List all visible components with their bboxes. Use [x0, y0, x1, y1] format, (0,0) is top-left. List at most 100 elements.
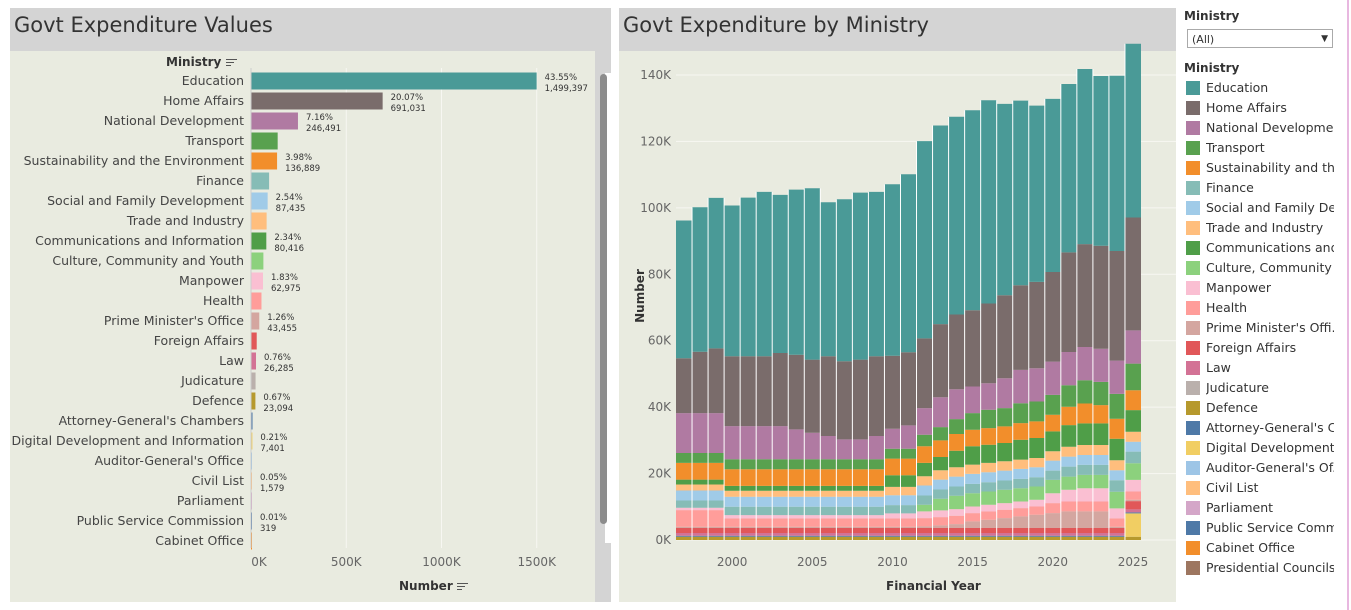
- legend-swatch: [1186, 381, 1200, 395]
- legend-item[interactable]: Attorney-General's C..: [1186, 418, 1346, 438]
- legend-item[interactable]: Cabinet Office: [1186, 538, 1346, 558]
- bar-data-label-pct: 0.67%: [263, 393, 290, 403]
- area-x-tick: 2000: [717, 555, 748, 569]
- legend-item[interactable]: Auditor-General's Of..: [1186, 458, 1346, 478]
- legend-item[interactable]: Culture, Community ..: [1186, 258, 1346, 278]
- legend-item[interactable]: Foreign Affairs: [1186, 338, 1346, 358]
- legend-label: Home Affairs: [1206, 100, 1287, 115]
- legend-swatch: [1186, 481, 1200, 495]
- legend-swatch: [1186, 521, 1200, 535]
- ministry-header[interactable]: Ministry: [166, 55, 237, 69]
- scrollbar-track[interactable]: [605, 73, 611, 543]
- area-y-axis-title: Number: [633, 269, 647, 323]
- legend-item[interactable]: Prime Minister's Offi..: [1186, 318, 1346, 338]
- legend-item[interactable]: Social and Family De..: [1186, 198, 1346, 218]
- legend-item[interactable]: Finance: [1186, 178, 1346, 198]
- bar-data-label-value: 1,579: [260, 484, 284, 494]
- legend-swatch: [1186, 401, 1200, 415]
- bar-category-label: Communications and Information: [35, 233, 244, 248]
- legend-item[interactable]: Defence: [1186, 398, 1346, 418]
- legend-item[interactable]: Transport: [1186, 138, 1346, 158]
- bar-data-label-value: 1,499,397: [545, 84, 588, 94]
- area-y-tick: 120K: [640, 134, 672, 148]
- legend-item[interactable]: Home Affairs: [1186, 98, 1346, 118]
- legend-swatch: [1186, 361, 1200, 375]
- legend-item[interactable]: Communications and..: [1186, 238, 1346, 258]
- bar-data-label-value: 62,975: [271, 284, 301, 294]
- ministry-filter-dropdown[interactable]: (All) ▼: [1187, 29, 1333, 48]
- bar: [251, 232, 267, 250]
- bar-data-label-value: 80,416: [274, 244, 304, 254]
- bar-x-axis-title[interactable]: Number: [399, 579, 468, 593]
- bar-data-label-pct: 2.54%: [276, 193, 303, 203]
- legend-swatch: [1186, 541, 1200, 555]
- legend-item[interactable]: Manpower: [1186, 278, 1346, 298]
- area-series: [676, 479, 1141, 519]
- legend-item[interactable]: Sustainability and th..: [1186, 158, 1346, 178]
- legend-item[interactable]: Digital Development ..: [1186, 438, 1346, 458]
- legend-label: Transport: [1206, 140, 1265, 155]
- bar-x-tick: 0K: [251, 555, 268, 569]
- legend-label: Communications and..: [1206, 240, 1334, 255]
- bar-category-label: Manpower: [179, 273, 245, 288]
- area-y-tick: 40K: [648, 400, 672, 414]
- bar: [251, 372, 256, 390]
- bar-category-label: Prime Minister's Office: [104, 313, 244, 328]
- bar-category-label: Civil List: [192, 473, 244, 488]
- bar-data-label-pct: 1.26%: [267, 313, 294, 323]
- bar-data-label-value: 43,455: [267, 324, 297, 334]
- sort-descending-icon[interactable]: [225, 58, 237, 68]
- legend-item[interactable]: Parliament: [1186, 498, 1346, 518]
- legend-label: Health: [1206, 300, 1248, 315]
- area-x-tick: 2005: [797, 555, 828, 569]
- legend-item[interactable]: National Developme..: [1186, 118, 1346, 138]
- chevron-down-icon[interactable]: ▼: [1321, 34, 1328, 44]
- legend-swatch: [1186, 121, 1200, 135]
- legend-swatch: [1186, 281, 1200, 295]
- bar: [251, 392, 256, 410]
- area-y-tick: 140K: [640, 68, 672, 82]
- legend-item[interactable]: Education: [1186, 78, 1346, 98]
- scrollbar-thumb[interactable]: [600, 74, 607, 524]
- legend-label: Social and Family De..: [1206, 200, 1334, 215]
- bar-category-label: Education: [182, 73, 244, 88]
- area-chart-title: Govt Expenditure by Ministry: [623, 13, 929, 37]
- bar-category-label: Transport: [184, 133, 244, 148]
- legend-swatch: [1186, 561, 1200, 575]
- legend-swatch: [1186, 181, 1200, 195]
- legend-swatch: [1186, 241, 1200, 255]
- legend-label: Culture, Community ..: [1206, 260, 1334, 275]
- bar-category-label: Parliament: [177, 493, 244, 508]
- bar-data-label-value: 691,031: [391, 104, 426, 114]
- legend-item[interactable]: Presidential Councils: [1186, 558, 1346, 578]
- legend-item[interactable]: Trade and Industry: [1186, 218, 1346, 238]
- sort-axis-icon[interactable]: [456, 582, 468, 592]
- bar-data-label-pct: 7.16%: [306, 113, 333, 123]
- legend-label: Defence: [1206, 400, 1258, 415]
- bar: [251, 92, 383, 110]
- bar-data-label-pct: 0.01%: [260, 513, 287, 523]
- bar: [251, 312, 260, 330]
- area-x-tick: 2025: [1118, 555, 1149, 569]
- area-y-tick: 0K: [655, 533, 672, 547]
- legend-item[interactable]: Civil List: [1186, 478, 1346, 498]
- legend-label: Civil List: [1206, 480, 1259, 495]
- bar: [251, 192, 268, 210]
- bar-category-label: Social and Family Development: [47, 193, 244, 208]
- area-y-tick: 100K: [640, 201, 672, 215]
- area-series: [676, 491, 1141, 527]
- bar-category-label: Defence: [192, 393, 244, 408]
- area-series: [676, 501, 1141, 533]
- legend-label: Auditor-General's Of..: [1206, 460, 1334, 475]
- bar: [251, 212, 267, 230]
- legend-swatch: [1186, 501, 1200, 515]
- area-y-tick: 20K: [648, 467, 672, 481]
- bar-category-label: Law: [219, 353, 244, 368]
- legend-item[interactable]: Judicature: [1186, 378, 1346, 398]
- bar-category-label: Cabinet Office: [155, 533, 244, 548]
- legend-item[interactable]: Law: [1186, 358, 1346, 378]
- legend-item[interactable]: Health: [1186, 298, 1346, 318]
- legend-item[interactable]: Public Service Comm..: [1186, 518, 1346, 538]
- bar-x-tick: 1500K: [518, 555, 558, 569]
- bar: [251, 352, 257, 370]
